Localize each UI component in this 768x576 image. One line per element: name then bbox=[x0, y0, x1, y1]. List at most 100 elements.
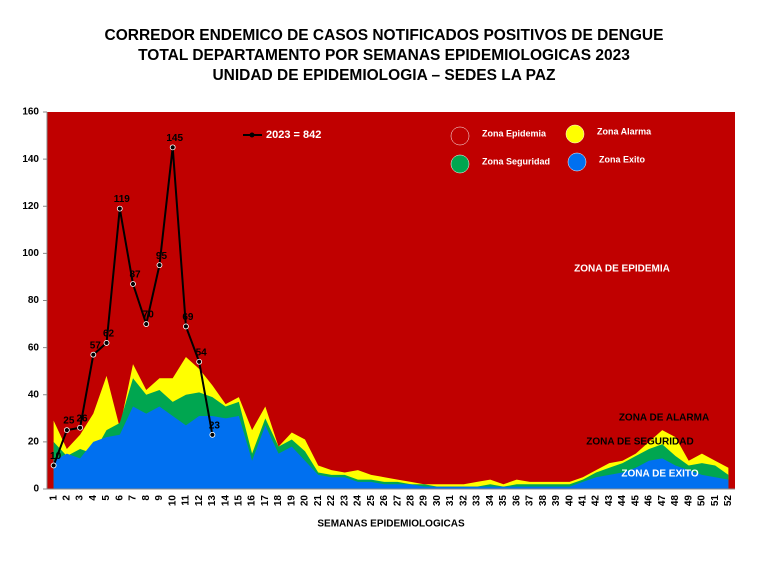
x-tick-label: 21 bbox=[313, 495, 324, 507]
data-label: 119 bbox=[114, 194, 131, 205]
x-tick-label: 43 bbox=[604, 495, 615, 507]
y-tick-label: 0 bbox=[33, 484, 39, 495]
x-tick-label: 6 bbox=[114, 495, 125, 501]
chart-title: CORREDOR ENDEMICO DE CASOS NOTIFICADOS P… bbox=[105, 27, 664, 44]
point bbox=[209, 431, 216, 438]
x-tick-label: 10 bbox=[167, 495, 178, 507]
x-tick-label: 2 bbox=[61, 495, 72, 501]
x-tick-label: 1 bbox=[48, 495, 59, 501]
y-tick-label: 140 bbox=[22, 154, 39, 165]
chart-title: UNIDAD DE EPIDEMIOLOGIA – SEDES LA PAZ bbox=[212, 67, 556, 84]
x-tick-label: 3 bbox=[75, 495, 86, 501]
data-label: 26 bbox=[77, 413, 89, 424]
x-tick-label: 17 bbox=[260, 495, 271, 507]
x-tick-label: 23 bbox=[339, 495, 350, 507]
legend-label: Zona Exito bbox=[599, 154, 646, 164]
annotation: ZONA DE EPIDEMIA bbox=[574, 264, 670, 275]
x-tick-label: 51 bbox=[710, 495, 721, 507]
y-tick-label: 40 bbox=[28, 389, 40, 400]
x-tick-label: 42 bbox=[591, 495, 602, 507]
point bbox=[77, 424, 83, 431]
legend-label: Zona Alarma bbox=[597, 126, 652, 136]
data-label: 10 bbox=[50, 451, 62, 462]
x-tick-label: 39 bbox=[551, 495, 562, 507]
x-tick-label: 31 bbox=[445, 495, 456, 507]
data-label: 69 bbox=[182, 312, 194, 323]
legend-label: Zona Seguridad bbox=[482, 156, 550, 166]
x-tick-label: 41 bbox=[577, 495, 588, 507]
annotation: ZONA DE ALARMA bbox=[619, 413, 709, 424]
data-label: 95 bbox=[156, 251, 168, 262]
x-tick-label: 22 bbox=[326, 495, 337, 507]
x-tick-label: 5 bbox=[101, 495, 112, 501]
x-tick-label: 48 bbox=[670, 495, 681, 507]
x-tick-label: 36 bbox=[511, 495, 522, 507]
legend-swatch bbox=[567, 152, 587, 172]
y-tick-label: 100 bbox=[22, 248, 39, 259]
x-tick-label: 30 bbox=[432, 495, 443, 507]
point bbox=[116, 205, 123, 212]
x-tick-label: 8 bbox=[141, 495, 152, 501]
legend-swatch bbox=[450, 126, 470, 146]
point bbox=[103, 340, 110, 346]
x-tick-label: 33 bbox=[472, 495, 483, 507]
y-tick-label: 20 bbox=[28, 437, 40, 448]
x-tick-label: 25 bbox=[366, 495, 377, 507]
legend-label: 2023 = 842 bbox=[266, 129, 321, 141]
y-tick-label: 60 bbox=[28, 342, 40, 353]
x-tick-label: 11 bbox=[181, 495, 192, 506]
x-tick-label: 18 bbox=[273, 495, 284, 507]
data-label: 25 bbox=[63, 416, 75, 427]
x-tick-label: 40 bbox=[564, 495, 575, 507]
point bbox=[169, 144, 176, 151]
x-tick-label: 20 bbox=[300, 495, 311, 507]
x-tick-label: 28 bbox=[405, 495, 416, 507]
x-tick-label: 47 bbox=[657, 495, 668, 507]
x-tick-label: 13 bbox=[207, 495, 218, 507]
x-tick-label: 46 bbox=[644, 495, 655, 507]
x-tick-label: 35 bbox=[498, 495, 509, 507]
point bbox=[130, 281, 136, 287]
x-tick-label: 15 bbox=[233, 495, 244, 507]
x-tick-label: 9 bbox=[154, 495, 165, 501]
y-tick-label: 160 bbox=[22, 107, 39, 118]
data-label: 62 bbox=[103, 329, 115, 340]
point bbox=[90, 351, 97, 358]
data-label: 87 bbox=[129, 270, 141, 281]
x-tick-label: 52 bbox=[723, 495, 734, 507]
x-tick-label: 50 bbox=[697, 495, 708, 507]
x-tick-label: 19 bbox=[286, 495, 297, 507]
x-tick-label: 38 bbox=[538, 495, 549, 507]
data-label: 145 bbox=[166, 133, 183, 144]
point bbox=[156, 262, 163, 269]
x-tick-label: 7 bbox=[128, 495, 139, 501]
legend-marker bbox=[249, 132, 255, 138]
data-label: 57 bbox=[90, 340, 102, 351]
point bbox=[183, 323, 189, 330]
chart-title: TOTAL DEPARTAMENTO POR SEMANAS EPIDEMIOL… bbox=[138, 47, 630, 64]
x-tick-label: 27 bbox=[392, 495, 403, 507]
legend-label: Zona Epidemia bbox=[482, 128, 547, 138]
x-tick-label: 26 bbox=[379, 495, 390, 507]
zone-area bbox=[53, 406, 729, 489]
x-tick-label: 16 bbox=[247, 495, 258, 507]
x-tick-label: 4 bbox=[88, 495, 99, 501]
data-label: 70 bbox=[143, 310, 155, 321]
x-tick-label: 14 bbox=[220, 495, 231, 507]
legend-swatch bbox=[450, 154, 470, 174]
x-tick-label: 37 bbox=[525, 495, 536, 507]
x-tick-label: 24 bbox=[353, 495, 364, 507]
data-label: 23 bbox=[209, 420, 221, 431]
point bbox=[143, 321, 150, 327]
point bbox=[63, 427, 70, 433]
x-tick-label: 45 bbox=[630, 495, 641, 507]
y-tick-label: 80 bbox=[28, 295, 40, 306]
x-tick-label: 12 bbox=[194, 495, 205, 507]
data-label: 54 bbox=[196, 347, 208, 358]
x-tick-label: 34 bbox=[485, 495, 496, 507]
point bbox=[50, 462, 57, 469]
x-tick-label: 44 bbox=[617, 495, 628, 507]
x-tick-label: 29 bbox=[419, 495, 430, 507]
y-tick-label: 120 bbox=[22, 201, 39, 212]
